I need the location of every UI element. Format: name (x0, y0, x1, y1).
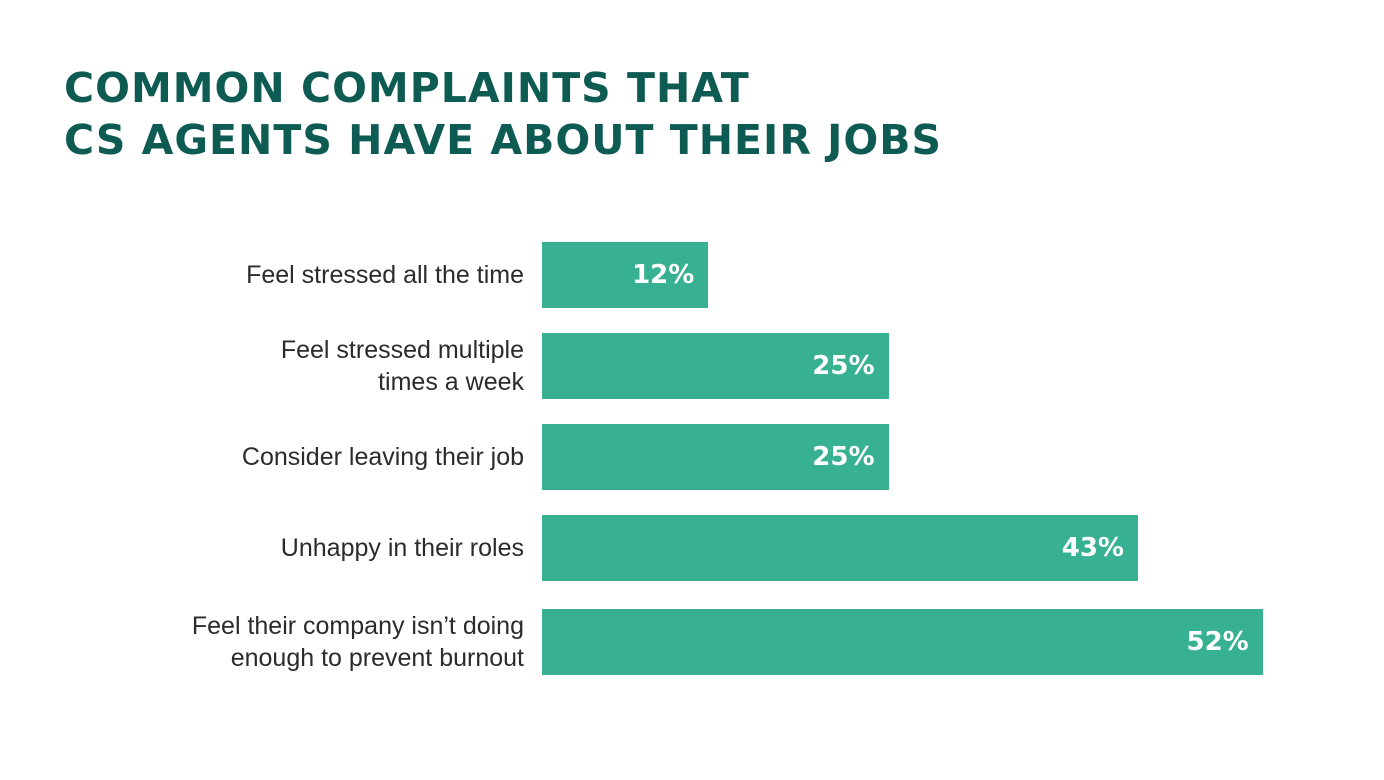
bar: 52% (542, 609, 1263, 675)
bar-row: Feel their company isn’t doing enough to… (0, 609, 1384, 675)
category-label: Feel stressed multiple times a week (280, 336, 524, 396)
bar: 25% (542, 333, 889, 399)
data-label: 12% (632, 260, 695, 290)
data-label: 43% (1061, 533, 1124, 563)
category-label: Consider leaving their job (241, 443, 524, 471)
bar: 12% (542, 242, 709, 308)
data-label: 25% (812, 351, 875, 381)
chart-title: COMMON COMPLAINTS THAT CS AGENTS HAVE AB… (64, 62, 942, 166)
bar-row: Consider leaving their job 25% (0, 424, 1384, 490)
bar-row: Unhappy in their roles 43% (0, 515, 1384, 581)
chart-title-line-2: CS AGENTS HAVE ABOUT THEIR JOBS (64, 116, 943, 164)
bar: 25% (542, 424, 889, 490)
bar-row: Feel stressed all the time 12% (0, 242, 1384, 308)
category-label: Feel stressed all the time (246, 261, 524, 289)
category-label: Unhappy in their roles (280, 534, 524, 562)
data-label: 25% (812, 442, 875, 472)
category-label: Feel their company isn’t doing enough to… (191, 612, 524, 672)
data-label: 52% (1186, 627, 1249, 657)
bar-row: Feel stressed multiple times a week 25% (0, 333, 1384, 399)
bar: 43% (542, 515, 1138, 581)
chart-title-line-1: COMMON COMPLAINTS THAT (64, 64, 750, 112)
